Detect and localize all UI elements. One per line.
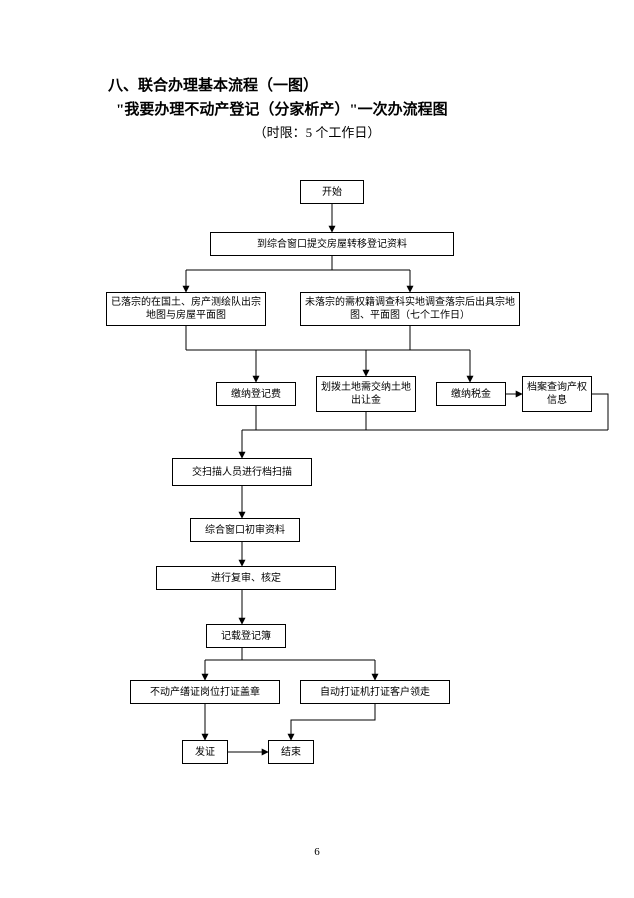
flow-node-seal: 不动产缮证岗位打证盖章 [130, 680, 280, 704]
flow-node-record: 记载登记簿 [206, 624, 286, 648]
page: { "title": { "line1": "八、联合办理基本流程（一图）", … [0, 0, 634, 898]
flow-node-left1: 已落宗的在国土、房产测绘队出宗地图与房屋平面图 [106, 292, 266, 326]
flow-node-issue: 发证 [182, 740, 228, 764]
flow-node-tax: 缴纳税金 [436, 382, 506, 406]
section-heading: 八、联合办理基本流程（一图） [108, 74, 318, 95]
flow-node-scan: 交扫描人员进行档扫描 [172, 458, 312, 486]
flow-node-start: 开始 [300, 180, 364, 204]
flowchart-subtitle: （时限：5 个工作日） [0, 122, 634, 141]
flowchart-title: "我要办理不动产登记（分家析产）"一次办流程图 [116, 98, 448, 119]
flow-node-auto: 自动打证机打证客户领走 [300, 680, 450, 704]
flow-node-end: 结束 [268, 740, 314, 764]
flow-node-recheck: 进行复审、核定 [156, 566, 336, 590]
flow-node-review: 综合窗口初审资料 [190, 518, 300, 542]
flow-node-submit: 到综合窗口提交房屋转移登记资料 [210, 232, 454, 256]
page-number: 6 [0, 846, 634, 858]
flow-node-land: 划拨土地需交纳土地出让金 [316, 376, 416, 412]
flow-node-archive: 档案查询产权信息 [522, 376, 592, 412]
flow-node-fee: 缴纳登记费 [216, 382, 296, 406]
flow-node-right1: 未落宗的需权籍调查科实地调查落宗后出具宗地图、平面图（七个工作日） [300, 292, 520, 326]
